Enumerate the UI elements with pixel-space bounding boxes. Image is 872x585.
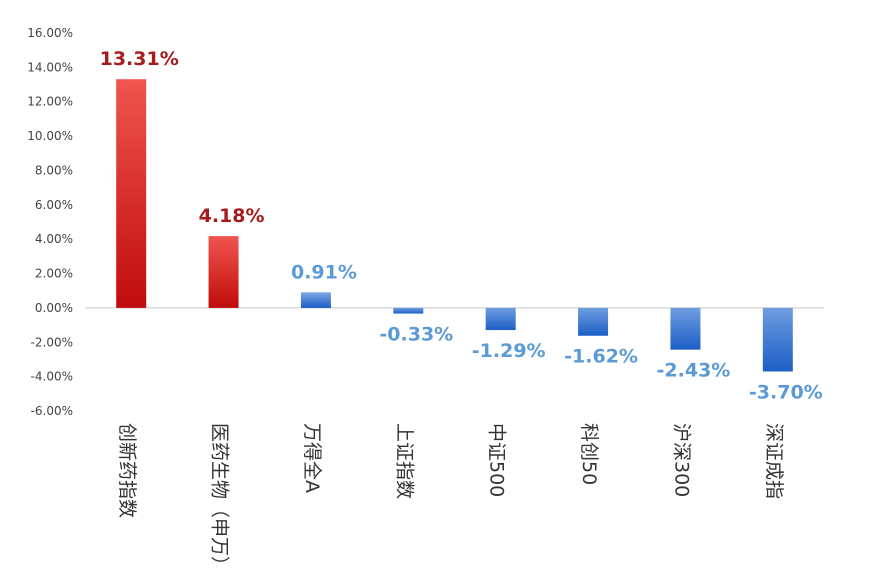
data-label-2: 4.18% [199, 205, 265, 227]
data-label-3: 0.91% [291, 261, 357, 283]
category-label-1: 创新药指数 [116, 423, 138, 518]
category-label-4: 上证指数 [393, 423, 415, 499]
y-tick-label: 12.00% [27, 95, 73, 109]
bar-3 [300, 292, 331, 308]
y-tick-label: -2.00% [31, 335, 73, 349]
category-label-8: 深证成指 [763, 423, 785, 499]
y-tick-label: -6.00% [31, 404, 73, 418]
data-label-8: -3.70% [749, 381, 823, 403]
y-tick-label: 2.00% [35, 267, 73, 281]
data-label-5: -1.29% [472, 340, 546, 362]
bar-2 [208, 236, 239, 308]
y-tick-label: 4.00% [35, 232, 73, 246]
bar-7 [670, 307, 701, 350]
bar-4 [393, 307, 424, 314]
bars-group [116, 79, 793, 372]
y-tick-label: 8.00% [35, 163, 73, 177]
y-tick-label: 10.00% [27, 129, 73, 143]
category-labels-group: 创新药指数 医药生物（申万） 万得全A 上证指数 中证500 科创50 沪深300 深证成指 [116, 423, 785, 575]
bar-6 [578, 307, 609, 336]
data-label-4: -0.33% [379, 324, 453, 346]
data-label-7: -2.43% [657, 360, 731, 382]
data-label-6: -1.62% [564, 346, 638, 368]
bar-8 [762, 307, 793, 372]
data-label-1: 13.31% [100, 48, 179, 70]
category-label-6: 科创50 [578, 423, 600, 485]
y-tick-label: 16.00% [27, 26, 73, 40]
y-tick-label: 0.00% [35, 301, 73, 315]
category-label-2: 医药生物（申万） [209, 423, 231, 575]
category-label-7: 沪深300 [670, 423, 692, 497]
category-label-3: 万得全A [301, 423, 323, 493]
y-tick-label: 6.00% [35, 198, 73, 212]
bar-1 [116, 79, 147, 308]
data-labels-group: 13.31% 4.18% 0.91% -0.33% -1.29% -1.62% -2.43%… [100, 48, 823, 403]
y-tick-label: -4.00% [31, 370, 73, 384]
bar-5 [485, 307, 516, 331]
y-axis: 16.00% 14.00% 12.00% 10.00% 8.00% 6.00% 4.00% 2… [27, 26, 73, 418]
y-tick-label: 14.00% [27, 60, 73, 74]
category-label-5: 中证500 [486, 423, 508, 497]
